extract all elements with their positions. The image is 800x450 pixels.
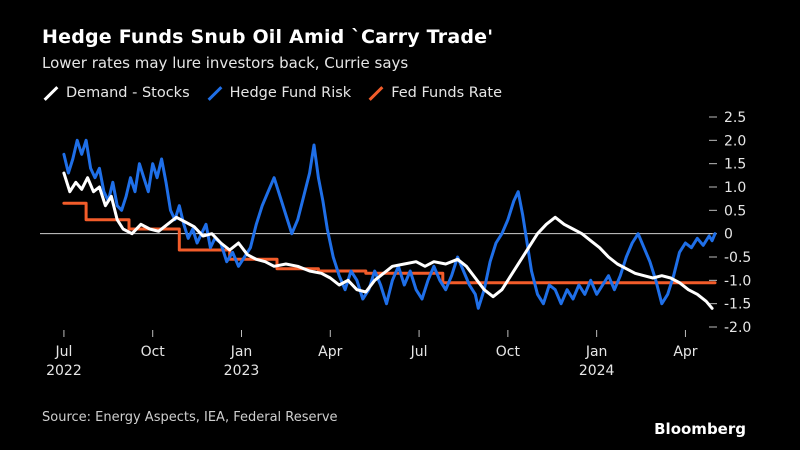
- legend-item-hedge-fund-risk: Hedge Fund Risk: [206, 85, 352, 101]
- x-tick-label: Apr: [673, 344, 697, 360]
- legend-label-fed-funds-rate: Fed Funds Rate: [391, 85, 503, 101]
- x-tick-label: Jan: [230, 344, 253, 360]
- x-tick-year-label: 2022: [46, 363, 82, 379]
- series-line-hedge-fund-risk: [62, 138, 717, 310]
- x-tick-label: Jul: [54, 344, 72, 360]
- legend-item-demand-stocks: Demand - Stocks: [42, 85, 190, 101]
- y-tick-label: -1.5: [724, 297, 751, 313]
- legend: Demand - Stocks Hedge Fund Risk Fed Fund…: [42, 85, 518, 101]
- source-note: Source: Energy Aspects, IEA, Federal Res…: [42, 410, 338, 425]
- y-tick-label: -0.5: [724, 250, 751, 266]
- y-tick-label: 0: [724, 227, 733, 243]
- y-tick-label: -2.0: [724, 320, 751, 336]
- chart-title: Hedge Funds Snub Oil Amid `Carry Trade': [42, 26, 494, 48]
- x-tick-label: Jan: [585, 344, 608, 360]
- series-line-fed-funds-rate: [62, 201, 717, 285]
- x-tick-label: Oct: [141, 344, 166, 360]
- x-tick-label: Apr: [318, 344, 342, 360]
- bloomberg-logo: Bloomberg: [654, 420, 746, 438]
- y-tick-label: 1.0: [724, 180, 746, 196]
- x-tick-year-label: 2024: [579, 363, 615, 379]
- y-tick-label: 0.5: [724, 203, 746, 219]
- series-line-demand-stocks: [62, 171, 714, 310]
- x-tick-label: Oct: [496, 344, 521, 360]
- legend-item-fed-funds-rate: Fed Funds Rate: [367, 85, 502, 101]
- legend-label-hedge-fund-risk: Hedge Fund Risk: [229, 85, 352, 101]
- y-tick-label: 2.0: [724, 133, 746, 149]
- legend-label-demand-stocks: Demand - Stocks: [66, 85, 190, 101]
- y-tick-label: -1.0: [724, 273, 751, 289]
- x-tick-label: Jul: [410, 344, 428, 360]
- chart-subtitle: Lower rates may lure investors back, Cur…: [42, 54, 409, 72]
- x-tick-year-label: 2023: [224, 363, 260, 379]
- y-tick-label: 2.5: [724, 110, 746, 126]
- y-tick-label: 1.5: [724, 157, 746, 173]
